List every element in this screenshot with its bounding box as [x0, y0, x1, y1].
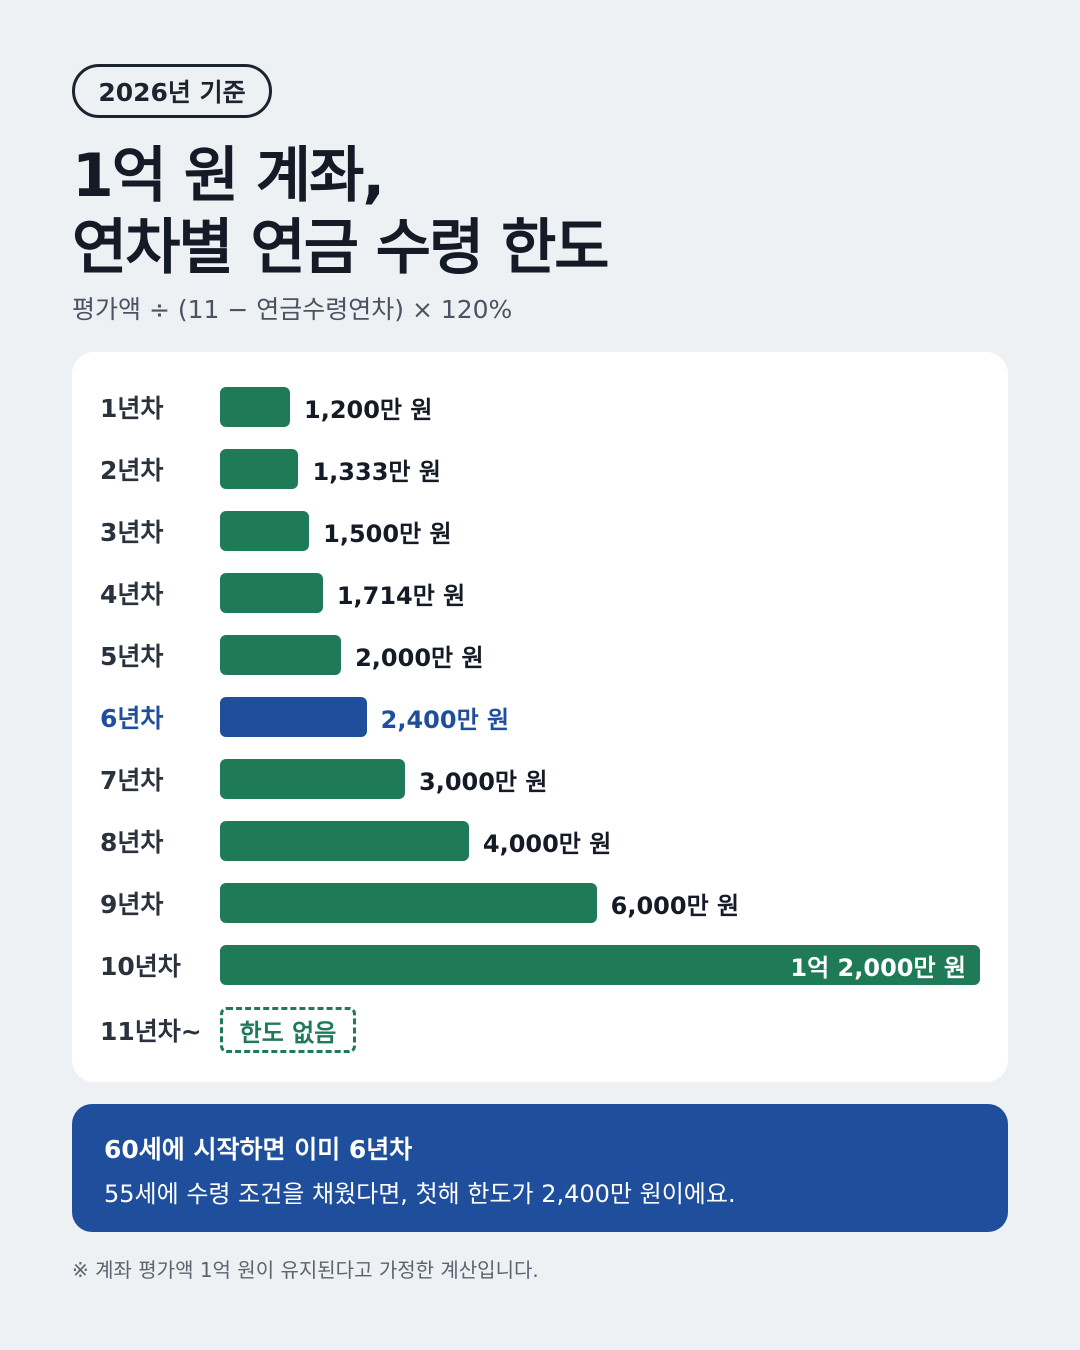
value-label: 1억 2,000만 원: [790, 953, 966, 982]
category-label: 5년차: [100, 642, 164, 671]
bar: [220, 573, 323, 613]
chart-row: 10년차 1억 2,000만 원: [72, 945, 1008, 985]
category-label: 8년차: [100, 828, 164, 857]
callout-body: 55세에 수령 조건을 채웠다면, 첫해 한도가 2,400만 원이에요.: [104, 1180, 736, 1208]
title-line-1: 1억 원 계좌,: [72, 141, 385, 211]
no-limit-badge: 한도 없음: [220, 1007, 356, 1053]
chart-row: 1년차 1,200만 원: [72, 387, 1008, 427]
chart-row: 9년차 6,000만 원: [72, 883, 1008, 923]
page-title: 1억 원 계좌, 연차별 연금 수령 한도: [72, 140, 609, 284]
category-label: 1년차: [100, 394, 164, 423]
category-label: 3년차: [100, 518, 164, 547]
year-badge: 2026년 기준: [72, 64, 272, 118]
value-label: 2,000만 원: [355, 643, 484, 672]
footnote: ※ 계좌 평가액 1억 원이 유지된다고 가정한 계산입니다.: [72, 1258, 539, 1282]
category-label: 7년차: [100, 766, 164, 795]
bar: [220, 759, 405, 799]
chart-card: 11년차~ 한도 없음 1년차 1,200만 원 2년차 1,333만 원 3년차 1,5…: [72, 352, 1008, 1082]
row-label: 11년차~: [100, 1017, 202, 1046]
category-label: 2년차: [100, 456, 164, 485]
chart-row: 6년차 2,400만 원: [72, 697, 1008, 737]
chart-row: 3년차 1,500만 원: [72, 511, 1008, 551]
chart-row: 2년차 1,333만 원: [72, 449, 1008, 489]
chart-row: 8년차 4,000만 원: [72, 821, 1008, 861]
info-callout: 60세에 시작하면 이미 6년차 55세에 수령 조건을 채웠다면, 첫해 한도…: [72, 1104, 1008, 1232]
value-label: 4,000만 원: [482, 829, 612, 858]
chart-row: 5년차 2,000만 원: [72, 635, 1008, 675]
value-label: 1,714만 원: [336, 581, 466, 610]
chart-row: 7년차 3,000만 원: [72, 759, 1008, 799]
bar: [220, 821, 469, 861]
category-label: 9년차: [100, 890, 164, 919]
chart-row-unlimited: 11년차~ 한도 없음: [72, 1007, 1008, 1053]
bar: [220, 511, 310, 551]
callout-title: 60세에 시작하면 이미 6년차: [104, 1135, 413, 1164]
bar: [220, 449, 299, 489]
value-label: 3,000만 원: [419, 767, 548, 796]
value-label: 1,500만 원: [323, 519, 452, 548]
bar: [220, 697, 367, 737]
bar: [220, 945, 980, 985]
value-label: 6,000만 원: [610, 891, 740, 920]
bar: [220, 635, 342, 675]
value-label: 2,400만 원: [380, 705, 510, 734]
title-line-2: 연차별 연금 수령 한도: [72, 213, 609, 283]
bar: [220, 883, 597, 923]
formula-subtitle: 평가액 ÷ (11 − 연금수령연차) × 120%: [72, 295, 513, 324]
category-label: 4년차: [100, 580, 164, 609]
value-label: 1,200만 원: [304, 395, 433, 424]
bar: [220, 387, 290, 427]
category-label: 6년차: [100, 704, 164, 733]
category-label: 10년차: [100, 952, 181, 981]
chart-row: 4년차 1,714만 원: [72, 573, 1008, 613]
value-label: 1,333만 원: [312, 457, 441, 486]
